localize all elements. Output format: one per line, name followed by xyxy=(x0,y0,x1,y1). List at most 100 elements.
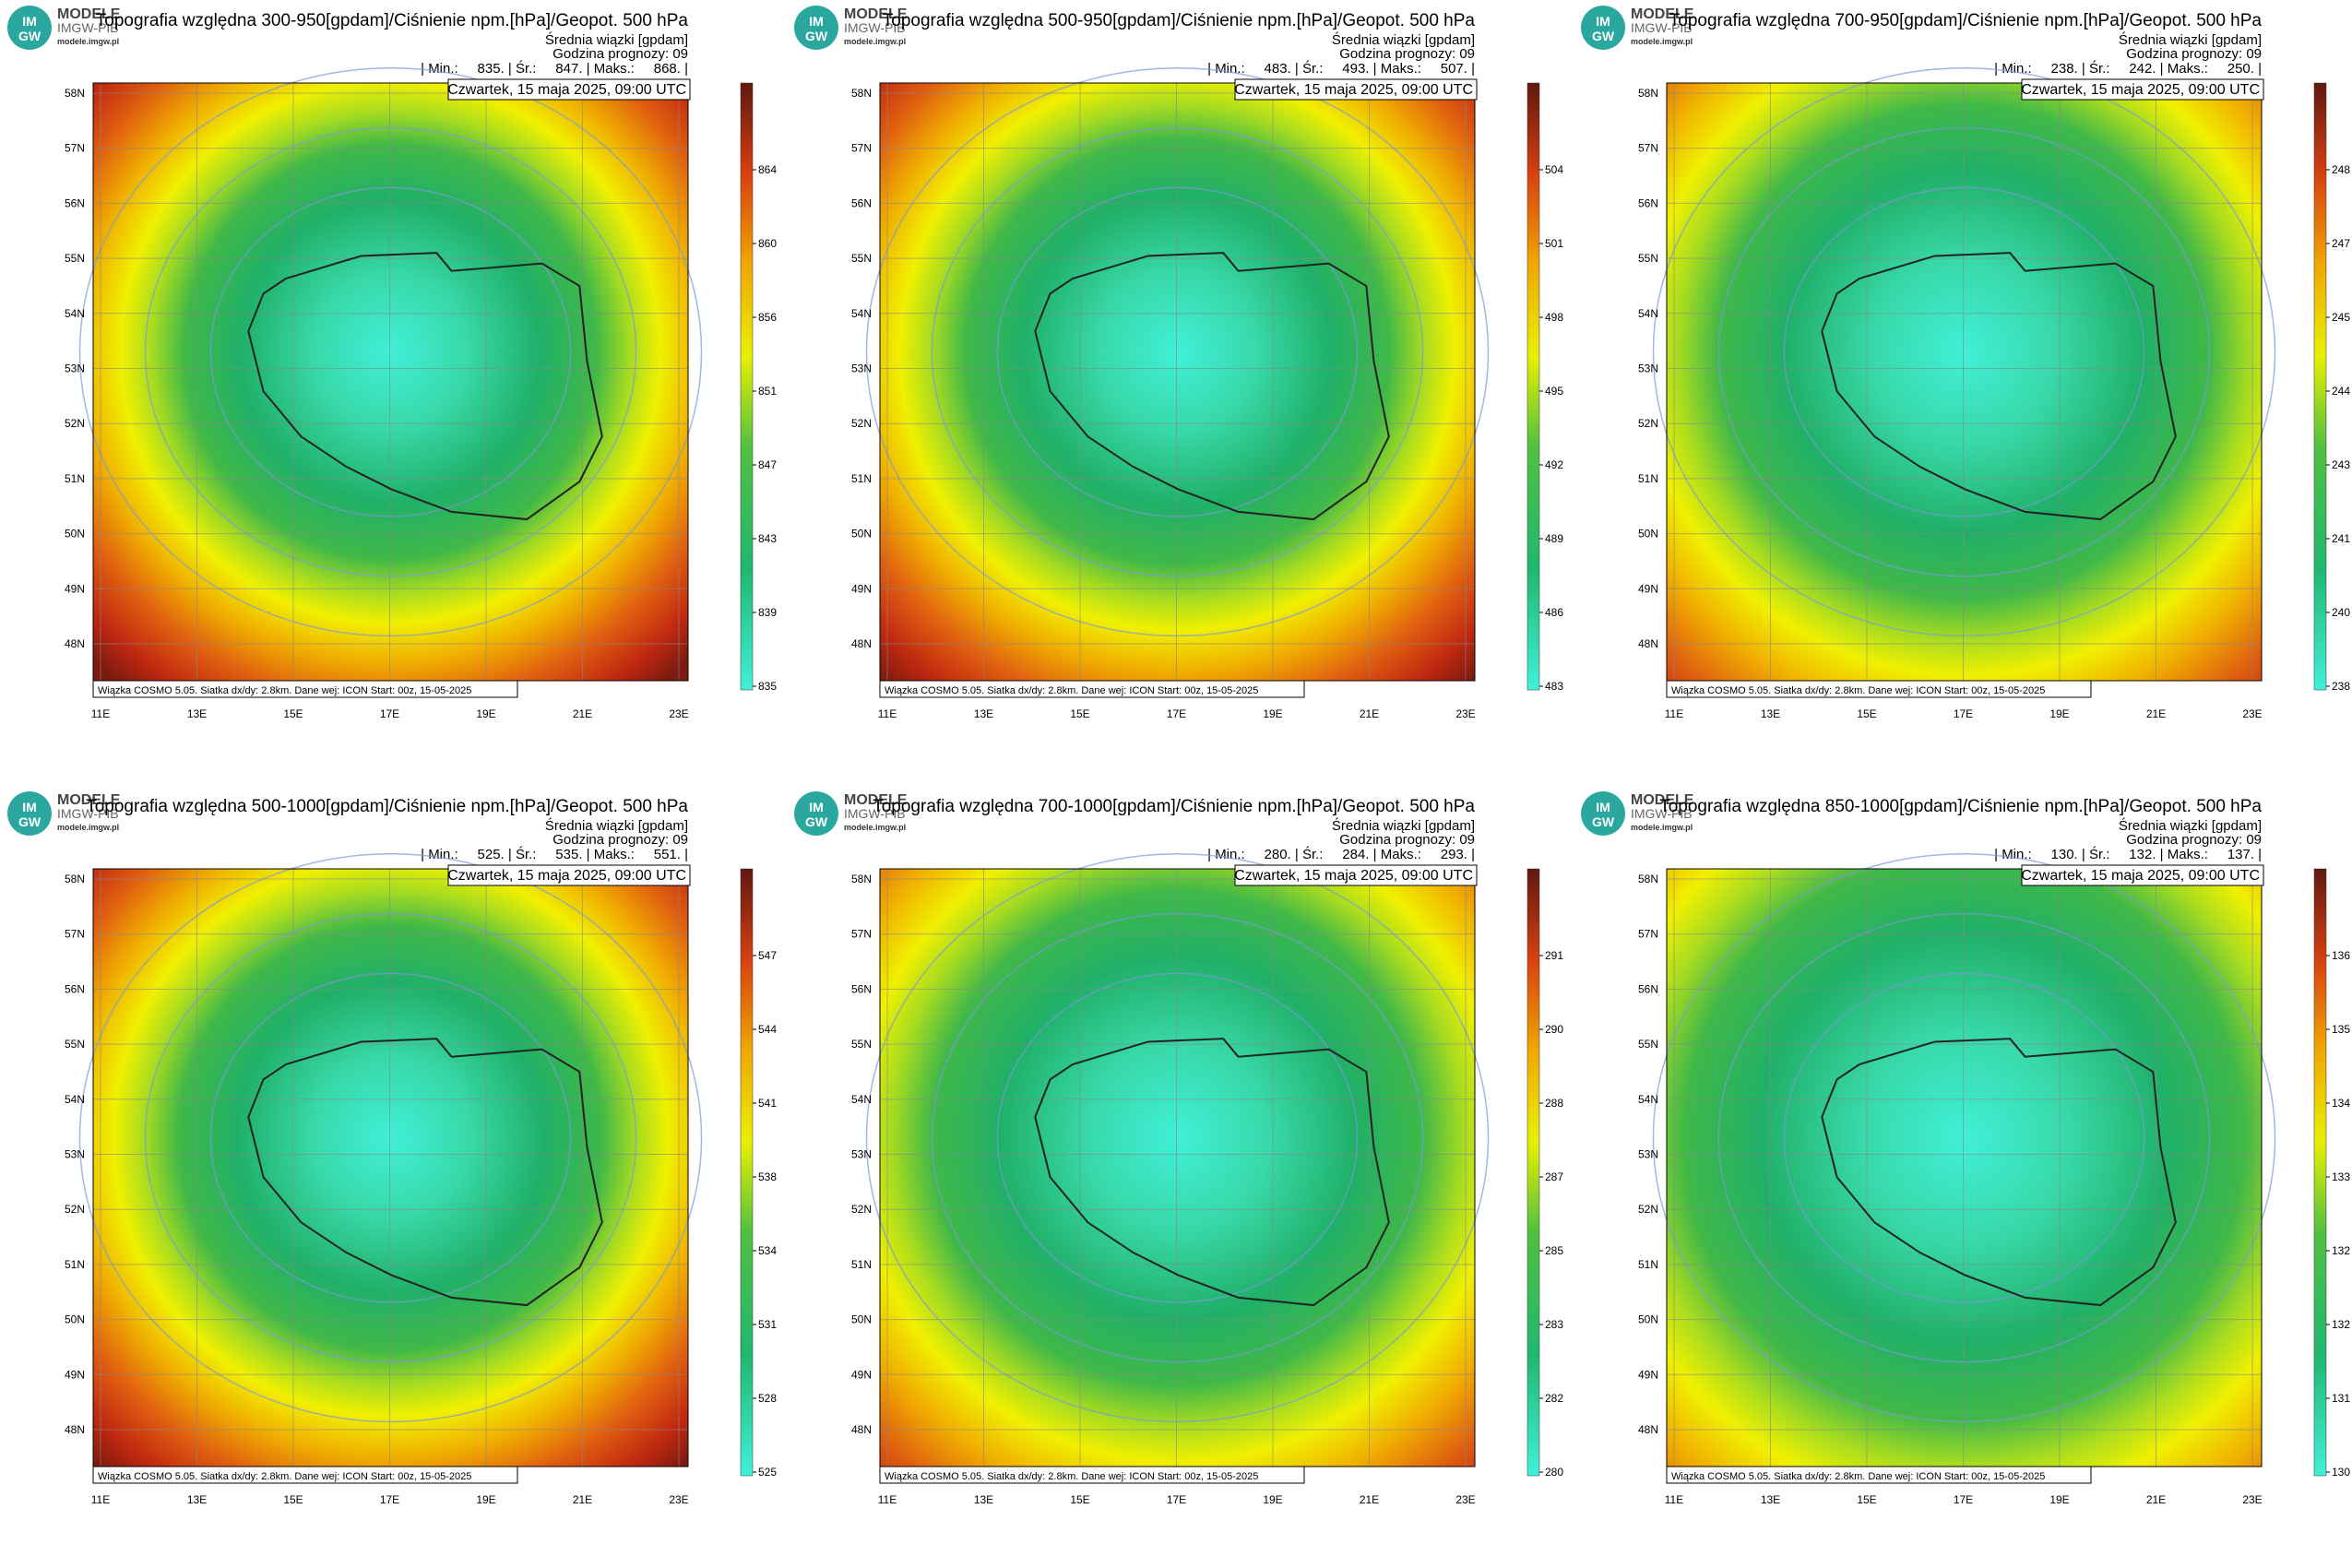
contour xyxy=(996,972,1359,1303)
logo-brand: MODELE xyxy=(844,6,908,22)
lat-label: 50N xyxy=(851,528,872,540)
lat-label: 51N xyxy=(65,472,85,485)
lat-label: 54N xyxy=(851,307,872,320)
logo-mark-bottom: GW xyxy=(1592,29,1615,43)
lon-label: 13E xyxy=(1761,707,1780,720)
colorbar-label: 839 xyxy=(758,606,777,619)
lon-label: 11E xyxy=(878,707,897,720)
lat-label: 58N xyxy=(65,87,85,100)
lat-label: 52N xyxy=(65,1203,85,1216)
lon-label: 23E xyxy=(1455,707,1475,720)
logo-mark xyxy=(7,791,52,836)
forecast-hour: Godzina prognozy: 09 xyxy=(552,46,688,62)
colorbar xyxy=(2313,82,2327,691)
colorbar-label: 280 xyxy=(1545,1466,1563,1479)
lat-label: 49N xyxy=(851,1368,872,1381)
lat-label: 52N xyxy=(65,417,85,430)
contour xyxy=(1783,186,2145,517)
logo-brand: MODELE xyxy=(844,792,908,808)
subtitle: Średnia wiązki [gpdam] xyxy=(1332,31,1475,48)
lat-label: 55N xyxy=(1638,1038,1658,1051)
lon-label: 19E xyxy=(2049,707,2069,720)
lon-label: 15E xyxy=(283,707,303,720)
colorbar-label: 133 xyxy=(2332,1170,2350,1183)
logo-url: modele.imgw.pl xyxy=(844,823,906,832)
colorbar-label: 851 xyxy=(758,385,777,398)
lon-label: 19E xyxy=(1263,1493,1282,1506)
panel-title: Topografia względna 700-1000[gpdam]/Ciśn… xyxy=(873,797,1475,816)
map-field xyxy=(1667,83,2262,681)
lon-label: 13E xyxy=(187,707,207,720)
lon-label: 21E xyxy=(2146,707,2166,720)
lat-label: 54N xyxy=(1638,1093,1658,1106)
lon-label: 21E xyxy=(573,707,592,720)
lon-label: 23E xyxy=(2242,707,2262,720)
lat-label: 50N xyxy=(65,528,85,540)
lon-label: 17E xyxy=(1167,707,1186,720)
colorbar-label: 492 xyxy=(1545,458,1563,471)
colorbar-label: 531 xyxy=(758,1318,777,1331)
lon-label: 21E xyxy=(1360,1493,1379,1506)
colorbar-label: 291 xyxy=(1545,949,1563,962)
logo-mark-top: IM xyxy=(22,800,37,814)
logo-url: modele.imgw.pl xyxy=(57,823,119,832)
lat-label: 52N xyxy=(1638,1203,1658,1216)
colorbar-label: 241 xyxy=(2332,532,2350,545)
footer: Wiązka COSMO 5.05. Siatka dx/dy: 2.8km. … xyxy=(1671,1471,2045,1482)
lat-label: 56N xyxy=(851,196,872,209)
stats: | Min.: 525. | Śr.: 535. | Maks.: 551. | xyxy=(421,846,688,862)
colorbar-label: 483 xyxy=(1545,680,1563,693)
footer: Wiązka COSMO 5.05. Siatka dx/dy: 2.8km. … xyxy=(1671,685,2045,696)
lat-label: 57N xyxy=(65,142,85,155)
lat-label: 57N xyxy=(851,142,872,155)
contour xyxy=(1717,126,2211,577)
lat-label: 48N xyxy=(1638,637,1658,650)
contour xyxy=(865,67,1490,637)
colorbar-label: 864 xyxy=(758,163,777,176)
lon-label: 15E xyxy=(1857,707,1876,720)
colorbar-label: 528 xyxy=(758,1392,777,1405)
lon-label: 19E xyxy=(476,707,495,720)
contour xyxy=(1652,67,2276,637)
colorbar-label: 544 xyxy=(758,1023,777,1036)
logo-org: IMGW-PIB xyxy=(1631,20,1693,35)
lon-label: 11E xyxy=(878,1493,897,1506)
colorbar-label: 135 xyxy=(2332,1023,2350,1036)
colorbar-label: 290 xyxy=(1545,1023,1563,1036)
colorbar-label: 287 xyxy=(1545,1170,1563,1183)
logo-url: modele.imgw.pl xyxy=(844,37,906,46)
logo-mark xyxy=(794,791,838,836)
lon-label: 11E xyxy=(91,707,110,720)
logo-brand: MODELE xyxy=(57,792,121,808)
footer: Wiązka COSMO 5.05. Siatka dx/dy: 2.8km. … xyxy=(98,1471,471,1482)
logo-url: modele.imgw.pl xyxy=(1631,823,1693,832)
stats: | Min.: 483. | Śr.: 493. | Maks.: 507. | xyxy=(1207,60,1475,77)
lon-label: 17E xyxy=(1167,1493,1186,1506)
logo-org: IMGW-PIB xyxy=(844,806,906,821)
lat-label: 48N xyxy=(65,1423,85,1436)
lon-label: 21E xyxy=(573,1493,592,1506)
lat-label: 50N xyxy=(1638,1313,1658,1326)
contour xyxy=(1652,853,2276,1423)
lat-label: 58N xyxy=(1638,873,1658,885)
lat-label: 57N xyxy=(1638,928,1658,941)
logo-brand: MODELE xyxy=(1631,6,1694,22)
country-border xyxy=(1034,252,1390,521)
country-border xyxy=(1034,1038,1390,1307)
footer: Wiązka COSMO 5.05. Siatka dx/dy: 2.8km. … xyxy=(885,685,1258,696)
lon-label: 17E xyxy=(380,707,399,720)
lat-label: 50N xyxy=(851,1313,872,1326)
logo-mark-bottom: GW xyxy=(805,29,828,43)
lon-label: 15E xyxy=(1070,1493,1089,1506)
colorbar-label: 283 xyxy=(1545,1318,1563,1331)
date-box xyxy=(1234,78,1478,101)
logo-org: IMGW-PIB xyxy=(57,806,119,821)
logo-mark-bottom: GW xyxy=(805,814,828,829)
lon-label: 21E xyxy=(2146,1493,2166,1506)
colorbar-label: 288 xyxy=(1545,1097,1563,1110)
subtitle: Średnia wiązki [gpdam] xyxy=(545,31,688,48)
lat-label: 49N xyxy=(65,582,85,595)
lat-label: 53N xyxy=(851,1148,872,1161)
